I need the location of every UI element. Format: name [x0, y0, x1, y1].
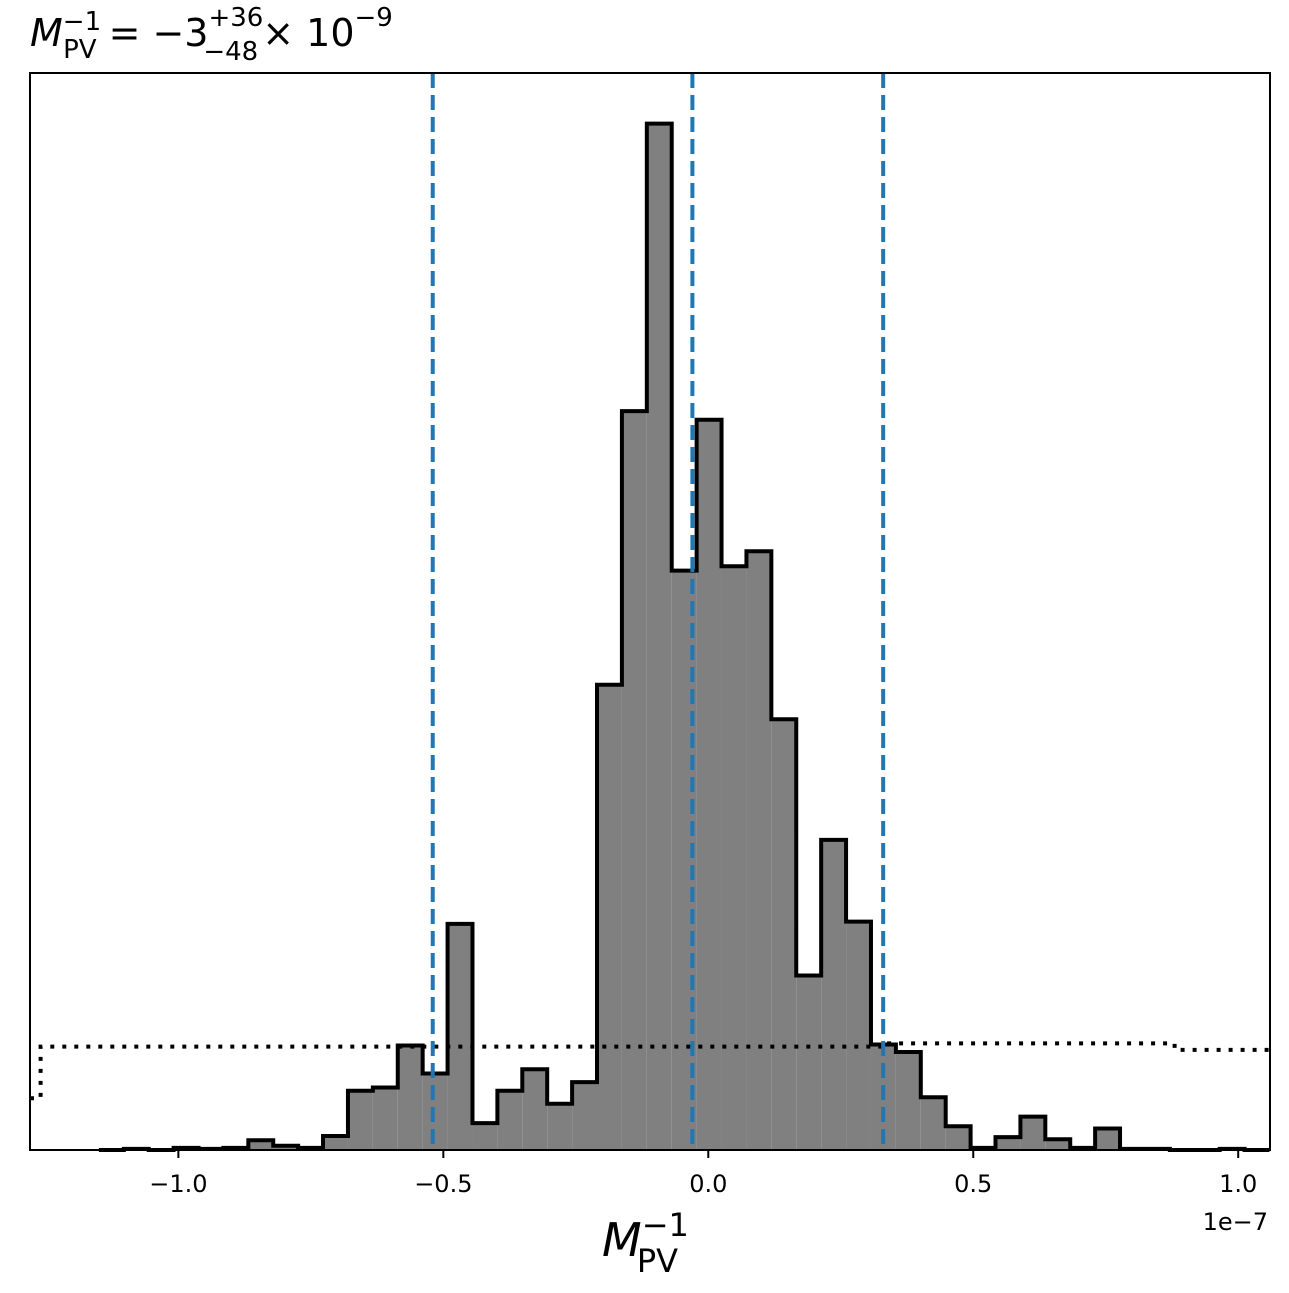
title-exponent: −9	[355, 3, 393, 33]
histogram-bar	[397, 1045, 423, 1150]
histogram-bar	[572, 1082, 598, 1150]
x-axis-ticks: −1.0 −0.5 0.0 0.5 1.0	[149, 1150, 1257, 1198]
title-lhs-sup: −1	[63, 7, 101, 37]
xlabel-main: M	[602, 1213, 642, 1267]
histogram-bars	[123, 123, 1245, 1151]
histogram-bar	[347, 1090, 373, 1150]
histogram-bar	[547, 1103, 573, 1150]
title-value: −3	[152, 11, 208, 55]
x-tick-label: 0.0	[689, 1170, 727, 1198]
histogram-bar	[422, 1073, 448, 1150]
title-err-plus: +36	[208, 3, 263, 33]
histogram-outline	[98, 121, 1270, 1152]
title-eq: =	[109, 11, 141, 55]
histogram-bar	[696, 419, 722, 1150]
histogram-bar	[248, 1140, 274, 1150]
histogram-bar	[821, 839, 847, 1150]
xlabel-sup: −1	[642, 1206, 689, 1244]
histogram-bar	[372, 1087, 398, 1150]
histogram-bar	[796, 975, 822, 1150]
histogram-bar	[447, 923, 473, 1150]
histogram-bar	[920, 1097, 946, 1150]
histogram-bar	[721, 566, 747, 1150]
x-offset-text: 1e−7	[1203, 1208, 1268, 1236]
histogram-bar	[746, 551, 772, 1150]
histogram-bar	[945, 1126, 971, 1150]
histogram-bar	[895, 1051, 921, 1150]
title-err-minus: −48	[203, 37, 258, 67]
title-times: × 10	[262, 11, 354, 55]
histogram-bar	[995, 1137, 1021, 1150]
title-lhs: M	[30, 11, 63, 55]
title-lhs-sub: PV	[63, 35, 97, 65]
xlabel-sub: PV	[637, 1242, 678, 1280]
histogram-bar	[1020, 1116, 1046, 1150]
histogram-bar	[1095, 1128, 1121, 1150]
x-tick-label: 0.5	[954, 1170, 992, 1198]
x-tick-label: −1.0	[149, 1170, 207, 1198]
histogram-bar	[1045, 1139, 1071, 1150]
histogram-bar	[646, 123, 672, 1150]
histogram-bar	[771, 719, 797, 1150]
histogram-bar	[522, 1069, 548, 1150]
plot-area-frame	[29, 72, 1271, 1151]
histogram-bar	[497, 1090, 523, 1150]
histogram-bar	[273, 1145, 299, 1150]
histogram-bar	[323, 1135, 348, 1150]
histogram-bar	[597, 684, 622, 1150]
x-tick-label: −0.5	[414, 1170, 472, 1198]
histogram-bar	[846, 921, 871, 1150]
chart-title: M−1 PV = −3+36 −48 × 10−9	[30, 3, 393, 67]
quantile-lines	[430, 73, 886, 1150]
x-axis-label: M−1 PV	[602, 1206, 689, 1280]
x-tick-label: 1.0	[1219, 1170, 1257, 1198]
histogram-bar	[621, 411, 647, 1151]
histogram-bar	[472, 1123, 498, 1150]
